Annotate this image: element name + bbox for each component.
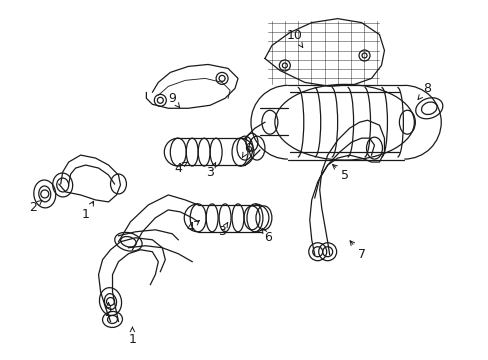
- Text: 2: 2: [104, 302, 112, 319]
- Text: 10: 10: [286, 29, 302, 48]
- Text: 7: 7: [349, 241, 365, 261]
- Text: 1: 1: [81, 201, 93, 221]
- Text: 4: 4: [174, 162, 187, 175]
- Text: 6: 6: [262, 228, 271, 244]
- Text: 3: 3: [218, 222, 227, 238]
- Text: 1: 1: [128, 327, 136, 346]
- Text: 4: 4: [186, 220, 199, 234]
- Text: 9: 9: [168, 92, 179, 107]
- Text: 5: 5: [332, 165, 348, 181]
- Text: 2: 2: [29, 200, 42, 215]
- Text: 6: 6: [242, 141, 251, 158]
- Text: 8: 8: [417, 82, 430, 99]
- Text: 3: 3: [206, 163, 215, 179]
